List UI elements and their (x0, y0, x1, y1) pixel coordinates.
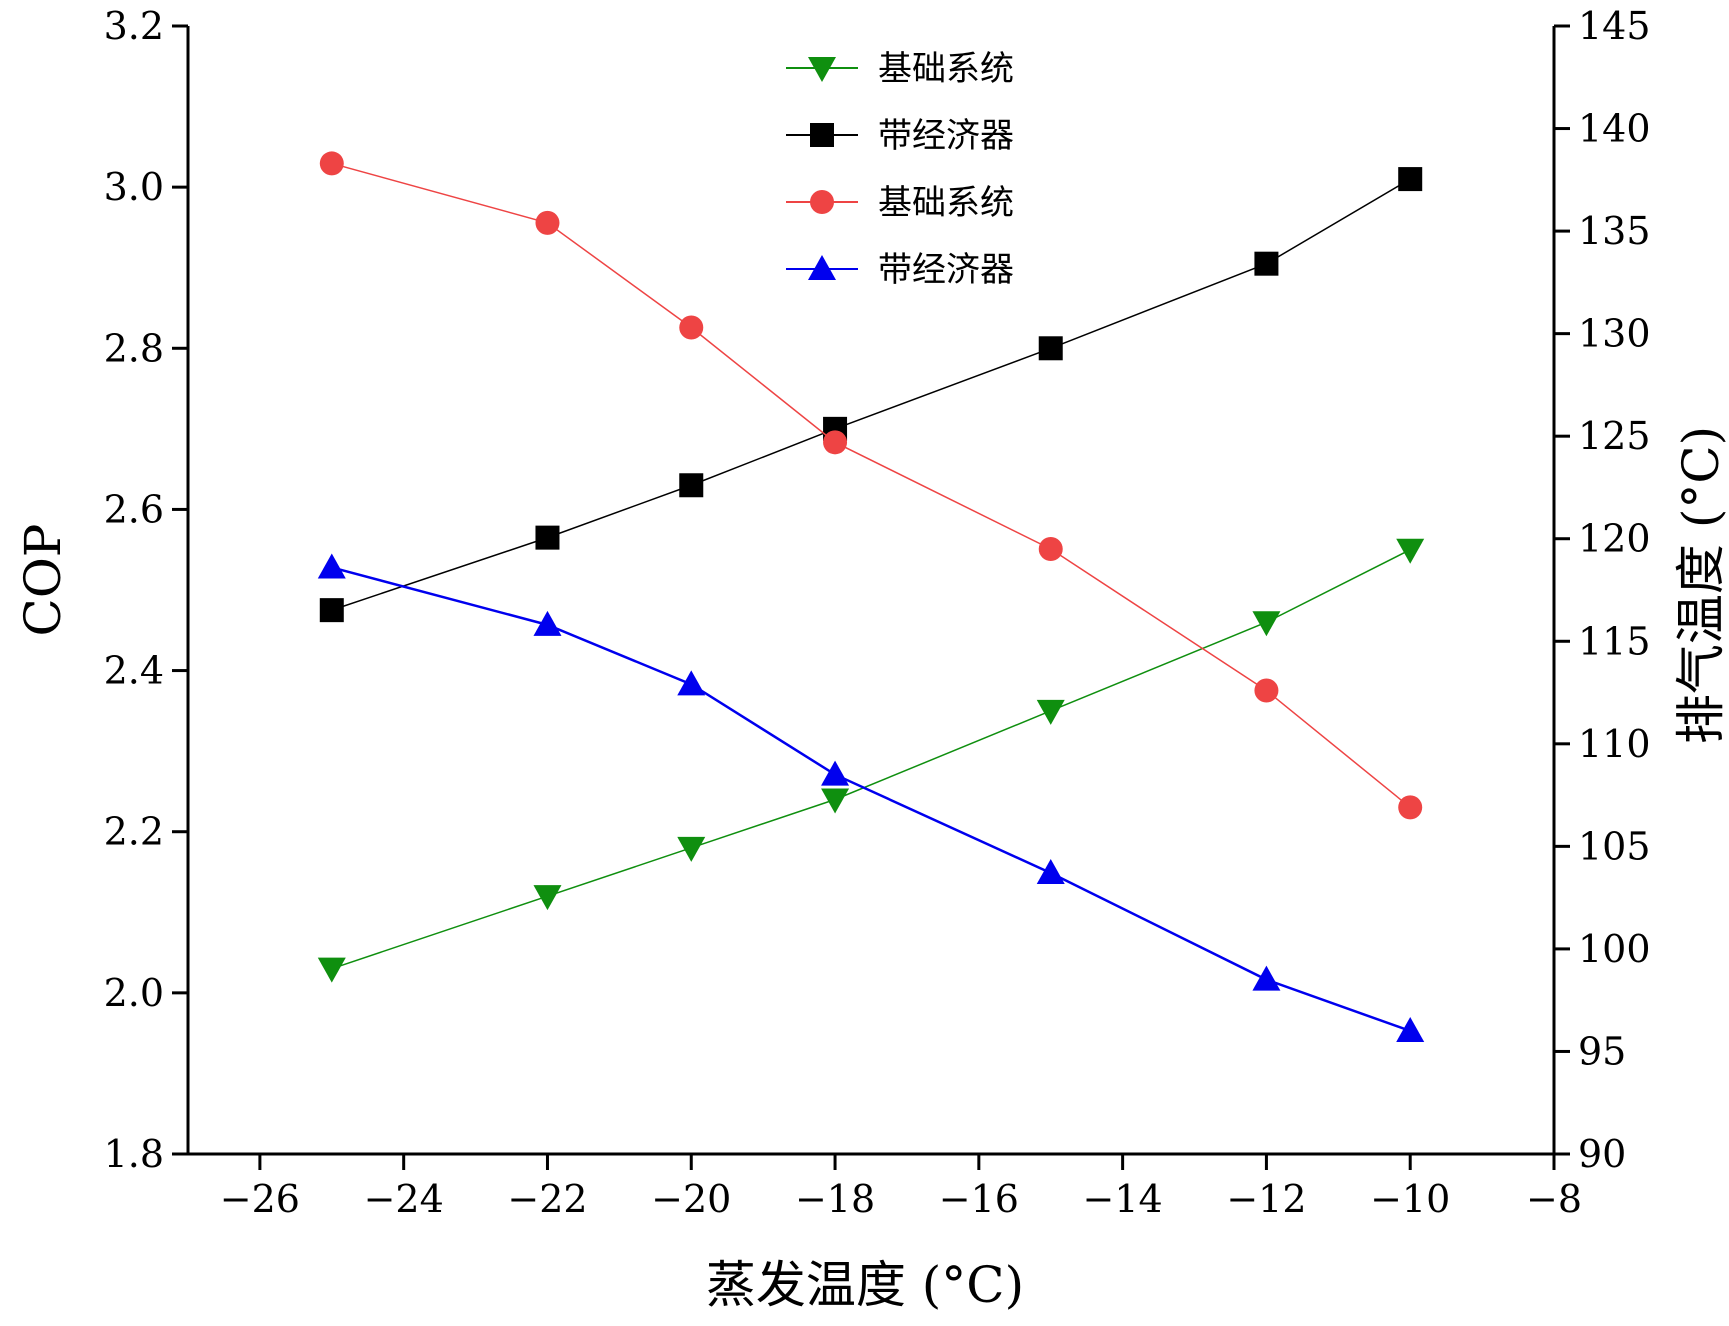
data-point (1398, 167, 1423, 192)
series-line (331, 162, 1411, 808)
data-point (535, 525, 560, 550)
y-left-tick-label: 2.0 (104, 971, 164, 1015)
x-axis: −26 −24 −22 −20 −18 −16 −14 −12 −10 −8 (220, 1154, 1582, 1221)
x-tick-label: −26 (220, 1177, 300, 1221)
data-point (1252, 611, 1281, 637)
y-right-tick-label: 135 (1578, 209, 1651, 253)
data-point (535, 210, 560, 235)
data-point (679, 473, 704, 498)
series-1 (319, 167, 1423, 623)
x-tick-label: −12 (1226, 1177, 1306, 1221)
series-0 (317, 538, 1425, 983)
y-left-tick-label: 3.0 (104, 165, 164, 209)
legend-marker (808, 57, 836, 82)
x-tick-label: −18 (795, 1177, 875, 1221)
data-point (1036, 859, 1065, 885)
x-tick-label: −24 (364, 1177, 444, 1221)
data-point (821, 788, 850, 814)
legend-entry: 基础系统 (786, 183, 1014, 223)
y-right-tick-label: 110 (1578, 722, 1651, 766)
legend-label: 基础系统 (878, 49, 1014, 89)
y-right-tick-label: 140 (1578, 107, 1651, 151)
data-point (317, 957, 346, 983)
y-right-tick-label: 130 (1578, 312, 1651, 356)
x-tick-label: −10 (1370, 1177, 1450, 1221)
y-left-tick-label: 3.2 (104, 4, 164, 48)
y-axis-right-title: 排气温度 (°C) (1672, 426, 1729, 744)
data-point (1396, 538, 1425, 564)
legend-entry: 基础系统 (786, 49, 1014, 89)
series-3 (317, 553, 1425, 1042)
data-point (1252, 965, 1281, 991)
series-line (331, 566, 1411, 1033)
data-point (677, 670, 706, 696)
series-line (331, 178, 1411, 611)
data-point (1254, 251, 1279, 276)
legend-entry: 带经济器 (786, 250, 1014, 290)
y-left-tick-label: 1.8 (104, 1132, 164, 1176)
data-point (319, 151, 344, 176)
data-point (533, 610, 562, 636)
y-left-tick-label: 2.2 (104, 810, 164, 854)
y-right-tick-label: 125 (1578, 414, 1651, 458)
y-axis-right: 90 95 100 105 110 115 120 125 130 135 140 145 (1554, 4, 1651, 1176)
y-right-tick-label: 105 (1578, 824, 1651, 868)
y-right-tick-label: 145 (1578, 4, 1651, 48)
x-axis-title: 蒸发温度 (°C) (706, 1256, 1024, 1314)
legend-label: 基础系统 (878, 183, 1014, 223)
legend-entry: 带经济器 (786, 116, 1014, 156)
data-point (1254, 678, 1279, 703)
data-point (679, 315, 704, 340)
data-point (533, 885, 562, 911)
data-point (1396, 1016, 1425, 1042)
y-left-tick-label: 2.8 (104, 326, 164, 370)
plot-area (186, 26, 1556, 1156)
x-tick-label: −16 (939, 1177, 1019, 1221)
legend-marker (810, 123, 834, 147)
data-point (319, 598, 344, 623)
y-right-tick-label: 115 (1578, 619, 1651, 663)
y-right-tick-label: 95 (1578, 1029, 1626, 1073)
y-right-tick-label: 100 (1578, 927, 1651, 971)
series-line (331, 549, 1411, 970)
data-point (677, 836, 706, 862)
series-2 (319, 151, 1423, 820)
legend-marker (810, 190, 834, 214)
data-point (823, 430, 848, 455)
legend-marker (808, 255, 836, 280)
data-point (1038, 536, 1063, 561)
legend-label: 带经济器 (878, 250, 1014, 290)
data-point (317, 553, 346, 579)
legend-label: 带经济器 (878, 116, 1014, 156)
x-tick-label: −20 (651, 1177, 731, 1221)
data-point (1398, 795, 1423, 820)
y-axis-left: 1.8 2.0 2.2 2.4 2.6 2.8 3.0 3.2 (104, 4, 188, 1176)
series-layer (317, 151, 1425, 1042)
y-left-tick-label: 2.4 (104, 649, 164, 693)
x-tick-label: −22 (507, 1177, 587, 1221)
y-axis-left-title: COP (14, 524, 72, 637)
x-tick-label: −14 (1083, 1177, 1163, 1221)
y-right-tick-label: 120 (1578, 517, 1651, 561)
data-point (1036, 699, 1065, 725)
x-tick-label: −8 (1526, 1177, 1582, 1221)
data-point (821, 760, 850, 786)
y-left-tick-label: 2.6 (104, 487, 164, 531)
y-right-tick-label: 90 (1578, 1132, 1626, 1176)
data-point (1038, 336, 1063, 361)
